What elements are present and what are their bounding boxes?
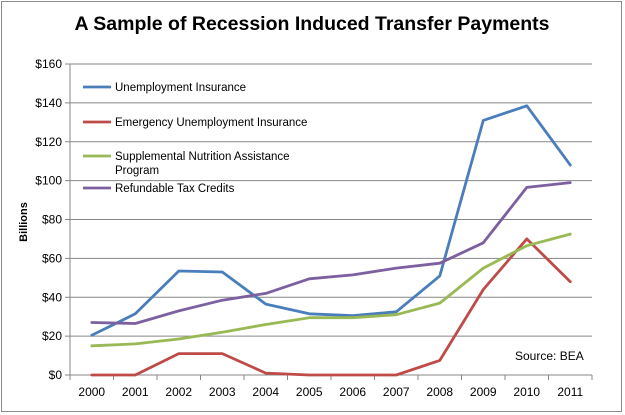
legend: Unemployment Insurance Emergency Unemploy… xyxy=(83,82,307,195)
x-tick-label: 2003 xyxy=(209,385,236,399)
legend-label-refundable-tax-credits: Refundable Tax Credits xyxy=(115,183,235,195)
y-tick-label: $40 xyxy=(42,290,62,304)
legend-label-supplemental-nutrition-assistance-program: Program xyxy=(115,165,159,177)
x-tick-labels: 2000 2001 2002 2003 2004 2005 2006 2007 2008 2009… xyxy=(78,385,583,399)
x-tick-label: 2002 xyxy=(165,385,192,399)
x-tick-label: 2001 xyxy=(122,385,149,399)
legend-label-emergency-unemployment-insurance: Emergency Unemployment Insurance xyxy=(115,117,307,129)
y-tick-label: $120 xyxy=(35,135,62,149)
source-annotation: Source: BEA xyxy=(515,349,584,363)
gridlines xyxy=(70,63,592,337)
x-tick-label: 2008 xyxy=(426,385,453,399)
x-tick-label: 2006 xyxy=(339,385,366,399)
y-tick-label: $160 xyxy=(35,57,62,71)
x-tick-label: 2010 xyxy=(513,385,540,399)
series-line-unemployment-insurance xyxy=(90,104,572,337)
series-line-supplemental-nutrition-assistance-program xyxy=(90,232,572,348)
y-axis-label: Billions xyxy=(18,202,30,242)
y-tick-labels: $0 $20 $40 $60 $80 $100 $120 $140 $160 xyxy=(35,57,62,382)
y-tick-label: $80 xyxy=(42,213,62,227)
y-tick-label: $100 xyxy=(35,174,62,188)
legend-label-unemployment-insurance: Unemployment Insurance xyxy=(115,82,246,94)
x-tick-label: 2004 xyxy=(252,385,279,399)
x-tick-label: 2011 xyxy=(557,385,583,399)
y-tick-label: $0 xyxy=(49,368,63,382)
chart-title: A Sample of Recession Induced Transfer P… xyxy=(74,13,549,35)
series-lines xyxy=(90,104,572,377)
x-tick-label: 2005 xyxy=(296,385,323,399)
x-tick-label: 2007 xyxy=(383,385,410,399)
series-line-emergency-unemployment-insurance xyxy=(90,237,572,377)
legend-label-supplemental-nutrition-assistance-program: Supplemental Nutrition Assistance xyxy=(115,151,290,163)
x-tick-label: 2000 xyxy=(78,385,105,399)
series-line-refundable-tax-credits xyxy=(90,181,572,325)
y-tick-label: $20 xyxy=(42,329,62,343)
x-tick-label: 2009 xyxy=(470,385,497,399)
y-tick-label: $140 xyxy=(35,96,62,110)
y-tick-label: $60 xyxy=(42,251,62,265)
